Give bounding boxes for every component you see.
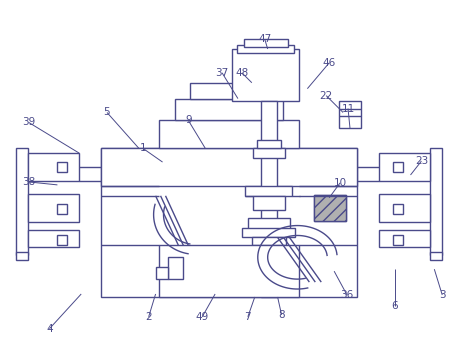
- Text: 47: 47: [258, 34, 271, 44]
- Text: 3: 3: [439, 290, 446, 300]
- Bar: [339, 101, 361, 128]
- Text: 11: 11: [341, 104, 354, 114]
- Text: 46: 46: [322, 58, 336, 68]
- Bar: [242, 227, 295, 237]
- Text: 38: 38: [22, 177, 35, 187]
- Text: 2: 2: [145, 312, 152, 322]
- Text: 9: 9: [185, 115, 191, 126]
- Bar: [27, 153, 79, 181]
- Bar: [248, 218, 289, 229]
- Bar: [431, 252, 442, 260]
- Bar: [244, 39, 288, 47]
- Text: 4: 4: [46, 324, 53, 334]
- Text: 7: 7: [245, 312, 251, 322]
- Bar: [101, 148, 357, 186]
- Bar: [175, 98, 283, 120]
- Bar: [431, 148, 442, 255]
- Text: 23: 23: [415, 156, 428, 166]
- Bar: [314, 195, 346, 221]
- Bar: [16, 252, 27, 260]
- Text: 10: 10: [333, 178, 347, 188]
- Bar: [237, 45, 294, 53]
- Bar: [27, 194, 79, 222]
- Bar: [16, 148, 27, 255]
- Bar: [57, 162, 67, 172]
- Bar: [158, 120, 300, 148]
- Bar: [57, 236, 67, 246]
- Bar: [379, 153, 431, 181]
- Bar: [232, 49, 300, 101]
- Bar: [158, 246, 300, 297]
- Bar: [191, 83, 267, 98]
- Bar: [253, 196, 284, 210]
- Bar: [257, 140, 281, 148]
- Text: 36: 36: [340, 290, 354, 300]
- Bar: [253, 148, 284, 158]
- Text: 49: 49: [196, 312, 209, 322]
- Bar: [379, 194, 431, 222]
- Bar: [393, 162, 403, 172]
- Bar: [169, 257, 183, 279]
- Text: 5: 5: [104, 107, 110, 118]
- Bar: [57, 204, 67, 214]
- Bar: [101, 148, 357, 297]
- Bar: [314, 195, 346, 221]
- Text: 6: 6: [391, 301, 398, 311]
- Text: 1: 1: [139, 143, 146, 153]
- Bar: [156, 267, 169, 279]
- Bar: [27, 229, 79, 247]
- Bar: [393, 204, 403, 214]
- Bar: [252, 237, 285, 246]
- Bar: [379, 229, 431, 247]
- Text: 22: 22: [320, 91, 333, 101]
- Text: 8: 8: [278, 310, 285, 320]
- Text: 48: 48: [235, 68, 249, 78]
- Text: 39: 39: [22, 117, 35, 128]
- Bar: [245, 186, 293, 196]
- Text: 37: 37: [215, 68, 229, 78]
- Bar: [261, 101, 277, 297]
- Bar: [393, 236, 403, 246]
